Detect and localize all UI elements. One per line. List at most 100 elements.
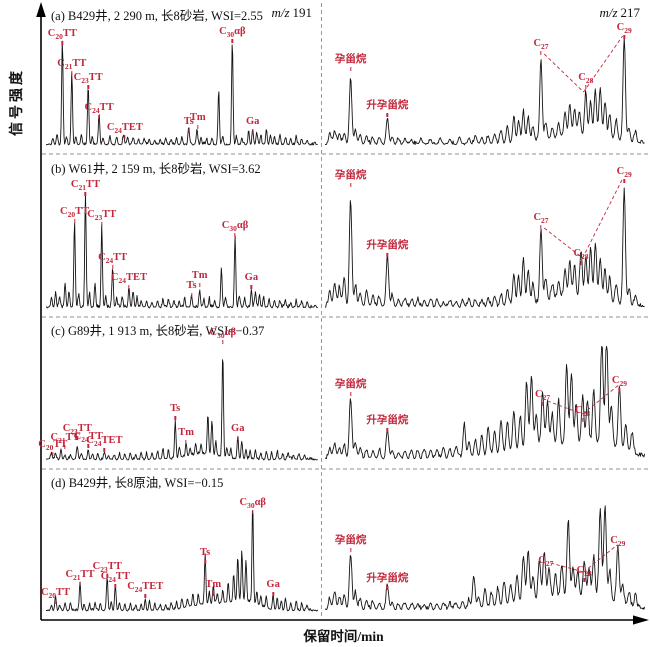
- peak-label: Ts: [170, 403, 181, 414]
- sterane-connector-line: [582, 384, 620, 415]
- chromatogram-d-left: [46, 510, 318, 612]
- peak-label: C29: [610, 535, 626, 549]
- peak-tick: [98, 115, 100, 119]
- sterane-connector-line: [583, 544, 618, 573]
- peak-label: C29: [611, 375, 627, 389]
- peak-label: C24TET: [110, 272, 148, 286]
- peak-label: 升孕甾烷: [366, 240, 409, 251]
- peak-tick: [541, 402, 544, 406]
- peak-label: 升孕甾烷: [366, 100, 409, 111]
- peak-label: C23TT: [92, 561, 122, 575]
- chromatogram-trace: [325, 37, 645, 146]
- chromatogram-trace: [46, 40, 318, 146]
- y-axis-arrow-icon: [36, 2, 46, 17]
- peak-label: C24TET: [86, 435, 123, 449]
- chromatogram-trace: [325, 505, 645, 611]
- peak-label: C23TT: [87, 209, 117, 223]
- x-axis-label: 保留时间/min: [303, 629, 384, 644]
- panel-b-right: 孕甾烷 升孕甾烷 C27 C28 C29: [325, 154, 645, 317]
- panel-c-title: (c) G89井, 1 913 m, 长8砂岩, WSI=−0.37: [51, 324, 265, 338]
- peak-label: 孕甾烷: [334, 535, 367, 546]
- mz-italic: m/z: [599, 5, 618, 20]
- peak-tick: [190, 293, 193, 297]
- peak-label: Tm: [178, 427, 194, 438]
- peak-tick: [101, 222, 103, 226]
- peak-tick: [545, 568, 547, 572]
- peak-label: C30αβ: [219, 26, 246, 40]
- peak-tick: [583, 578, 585, 582]
- peak-label: Tm: [191, 270, 208, 281]
- peak-tick: [212, 592, 214, 596]
- peak-label: Ts: [183, 116, 194, 127]
- peak-label: 孕甾烷: [334, 54, 367, 65]
- peak-tick: [386, 428, 389, 432]
- peak-tick: [204, 560, 206, 564]
- peak-label: C24TET: [106, 122, 143, 136]
- panel-d-left: C20TT C21TT C23TT C24TT C24TET Ts Tm C30αβ Ga: [41, 469, 318, 620]
- peak-tick: [84, 192, 87, 196]
- peak-label: C30αβ: [221, 220, 249, 234]
- peak-tick: [61, 41, 64, 45]
- chromatogram-c-left: [46, 359, 318, 461]
- peak-tick: [198, 283, 201, 287]
- chromatogram-trace: [46, 359, 318, 461]
- peak-tick: [237, 436, 239, 440]
- peak-tick: [349, 183, 352, 187]
- peak-tick: [617, 548, 619, 552]
- peak-label: Tm: [189, 112, 206, 123]
- peak-label: C21TT: [65, 569, 95, 583]
- peak-tick: [111, 265, 114, 269]
- peak-label: C27: [535, 389, 551, 403]
- peak-tick: [349, 548, 352, 552]
- peak-tick: [386, 113, 389, 117]
- peak-label: Ga: [244, 272, 259, 283]
- chromatogram-a-left: [46, 40, 318, 146]
- peak-label: C20TT: [47, 28, 77, 42]
- sterane-connector-line: [583, 35, 623, 93]
- peak-tick: [349, 67, 352, 71]
- peak-label: Ga: [246, 116, 260, 127]
- peak-tick: [185, 440, 187, 444]
- peak-label: C27: [533, 38, 549, 52]
- chromatogram-trace: [325, 187, 645, 308]
- peak-tick: [174, 416, 176, 420]
- peak-label: C20TT: [59, 206, 90, 220]
- peak-label: Ga: [266, 579, 280, 590]
- peak-label: C24TET: [127, 581, 164, 595]
- peak-tick: [197, 125, 199, 129]
- peak-tick: [540, 225, 542, 229]
- peak-tick: [87, 85, 89, 89]
- chromatogram-c-right: [325, 345, 645, 460]
- peak-label: 孕甾烷: [334, 379, 367, 390]
- peak-tick: [128, 285, 130, 289]
- chromatogram-b-right: [325, 179, 645, 308]
- chromatogram-trace: [46, 192, 318, 309]
- peak-tick: [222, 340, 224, 344]
- mz-italic: m/z: [271, 5, 290, 20]
- peak-tick: [585, 85, 587, 89]
- peak-tick: [349, 392, 352, 396]
- peak-label: C30αβ: [239, 497, 266, 511]
- peak-label: C28: [575, 405, 591, 419]
- peak-tick: [580, 261, 582, 265]
- peak-label: Ts: [200, 547, 211, 558]
- peak-tick: [252, 510, 254, 514]
- peak-tick: [71, 71, 73, 75]
- peak-tick: [76, 436, 78, 440]
- peak-tick: [188, 129, 190, 133]
- peak-tick: [250, 285, 253, 289]
- peak-tick: [103, 448, 106, 452]
- panel-c-right: 孕甾烷 升孕甾烷 C27 C28 C29: [325, 317, 645, 469]
- panel-b-title: (b) W61井, 2 159 m, 长8砂岩, WSI=3.62: [51, 162, 261, 176]
- peak-label: C21TT: [70, 179, 100, 193]
- panel-b-left: C20TT C21TT C23TT C24TT C24TET Ts Tm C30αβ Ga: [46, 154, 318, 317]
- peak-label: 升孕甾烷: [366, 573, 409, 584]
- chromatogram-trace: [325, 345, 645, 460]
- peak-tick: [386, 253, 389, 257]
- peak-label: C24TT: [98, 252, 128, 266]
- peak-tick: [540, 51, 542, 55]
- panel-d-right: 孕甾烷 升孕甾烷 C27 C28 C29: [325, 469, 645, 620]
- peak-tick: [623, 179, 625, 183]
- peak-label: Tm: [205, 579, 222, 590]
- peak-tick: [64, 445, 66, 449]
